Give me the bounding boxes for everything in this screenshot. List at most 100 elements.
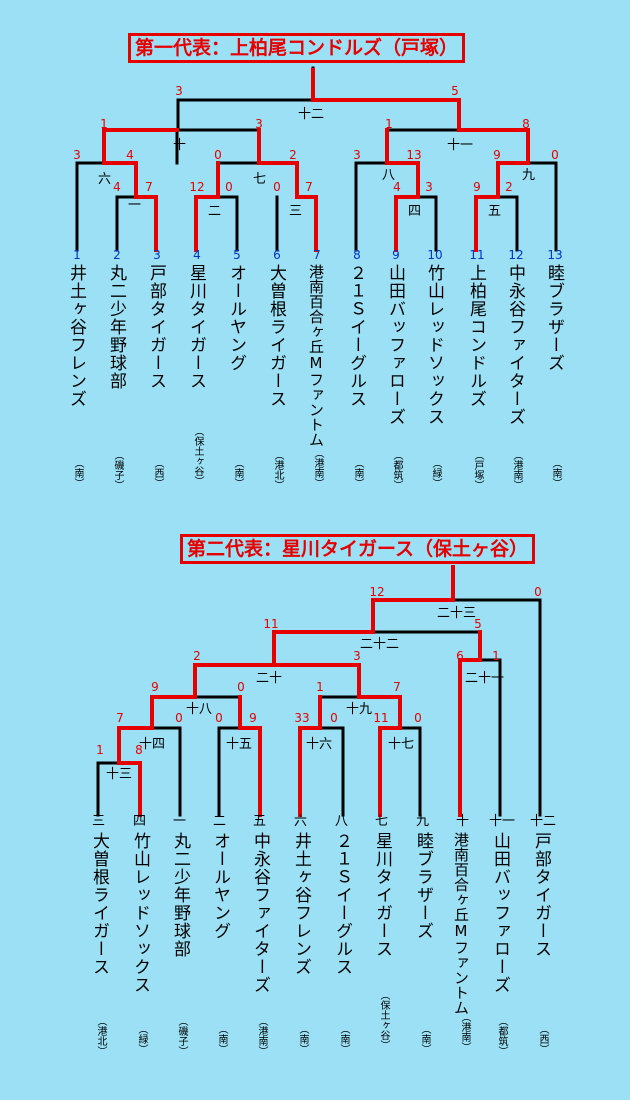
team-name: 港南百合ヶ丘Mファントム (452, 832, 470, 1015)
team-area: （保土ヶ谷） (192, 426, 203, 486)
team-name: 井土ヶ谷フレンズ (291, 832, 311, 976)
team-area: （南） (352, 458, 363, 488)
score: 12 (369, 585, 385, 599)
game-label: 十九 (346, 702, 373, 717)
team-name: 井土ヶ谷フレンズ (66, 264, 86, 408)
slot-number: 九 (416, 814, 430, 829)
slot-number: 五 (253, 814, 267, 829)
team-area: （南） (232, 458, 243, 488)
score: 3 (175, 84, 183, 98)
seed-number: 13 (547, 248, 563, 262)
team-name: 中永谷ファイターズ (505, 264, 525, 426)
seed-number: 10 (427, 248, 443, 262)
team-name: 山田バッファローズ (385, 264, 405, 426)
slot-number: 四 (133, 814, 147, 829)
slot-number: 十二 (530, 814, 557, 829)
score: 0 (534, 585, 542, 599)
game-label: 七 (253, 172, 267, 187)
game-label: 二十三 (437, 606, 477, 621)
team-name: ２１Ｓイーグルス (346, 264, 366, 408)
team-area: （戸塚） (472, 450, 483, 490)
team-area: （西） (537, 1024, 548, 1054)
team-name: 丸二少年野球部 (170, 832, 190, 958)
score: 3 (425, 180, 433, 194)
team-name: ２１Ｓイーグルス (332, 832, 352, 976)
score: 12 (189, 180, 205, 194)
team-name: 丸二少年野球部 (106, 264, 126, 390)
seed-number: 6 (273, 248, 281, 262)
score: 3 (73, 148, 81, 162)
score: 0 (175, 711, 183, 725)
team-name: 竹山レッドソックス (424, 264, 444, 426)
score: 7 (393, 680, 401, 694)
score: 1 (385, 117, 393, 131)
score: 7 (116, 711, 124, 725)
game-label: 一 (128, 198, 142, 213)
slot-number: 八 (335, 814, 349, 829)
score: 13 (406, 148, 422, 162)
score: 33 (294, 711, 310, 725)
bracket2-title: 第二代表：星川タイガース（保土ヶ谷） (180, 534, 536, 564)
team-area: （港南） (459, 1012, 470, 1052)
team-area: （港南） (511, 450, 522, 490)
game-label: 十一 (447, 138, 474, 153)
score: 8 (522, 117, 530, 131)
seed-number: 7 (313, 248, 321, 262)
score: 4 (113, 180, 121, 194)
score: 1 (96, 743, 104, 757)
team-name: 上柏尾コンドルズ (466, 264, 486, 408)
score: 0 (551, 148, 559, 162)
score: 7 (145, 180, 153, 194)
team-area: （南） (338, 1024, 349, 1054)
seed-number: 3 (153, 248, 161, 262)
seed-number: 1 (73, 248, 81, 262)
slot-number: 六 (294, 814, 308, 829)
score: 9 (493, 148, 501, 162)
game-label: 二十二 (360, 637, 400, 652)
slot-number: 十一 (489, 814, 516, 829)
score: 0 (237, 680, 245, 694)
team-area: （港北） (272, 450, 283, 490)
game-label: 三 (289, 204, 303, 219)
score: 2 (505, 180, 513, 194)
game-label: 五 (488, 204, 502, 219)
game-label: 四 (408, 204, 422, 219)
score: 0 (215, 711, 223, 725)
score: 9 (249, 711, 257, 725)
team-name: オールヤング (226, 264, 246, 372)
slot-number: 十 (456, 814, 470, 829)
slot-number: 一 (173, 814, 187, 829)
team-name: 港南百合ヶ丘Mファントム (307, 264, 325, 447)
team-name: 大曽根ライガース (266, 264, 286, 408)
game-label: 十五 (226, 737, 253, 752)
team-name: 睦ブラザーズ (413, 832, 433, 940)
team-name: 山田バッファローズ (490, 832, 510, 994)
slot-number: 三 (92, 814, 106, 829)
seed-number: 4 (193, 248, 201, 262)
bracket1-title: 第一代表：上柏尾コンドルズ（戸塚） (128, 33, 466, 63)
team-area: （都筑） (496, 1016, 507, 1056)
game-label: 十三 (106, 767, 133, 782)
seed-number: 5 (233, 248, 241, 262)
team-area: （港北） (95, 1016, 106, 1056)
team-area: （西） (152, 458, 163, 488)
team-name: 戸部タイガース (146, 264, 166, 390)
score: 0 (414, 711, 422, 725)
score: 0 (330, 711, 338, 725)
team-area: （南） (419, 1024, 430, 1054)
score: 2 (289, 148, 297, 162)
score: 1 (100, 117, 108, 131)
team-area: （都筑） (391, 450, 402, 490)
team-area: （港南） (312, 448, 323, 488)
score: 1 (316, 680, 324, 694)
score: 2 (193, 649, 201, 663)
team-name: 星川タイガース (186, 264, 206, 390)
score: 3 (255, 117, 263, 131)
score: 4 (393, 180, 401, 194)
game-label: 八 (382, 168, 396, 183)
game-label: 六 (98, 172, 112, 187)
game-label: 十四 (139, 737, 166, 752)
team-name: 竹山レッドソックス (130, 832, 150, 994)
seed-number: 9 (392, 248, 400, 262)
